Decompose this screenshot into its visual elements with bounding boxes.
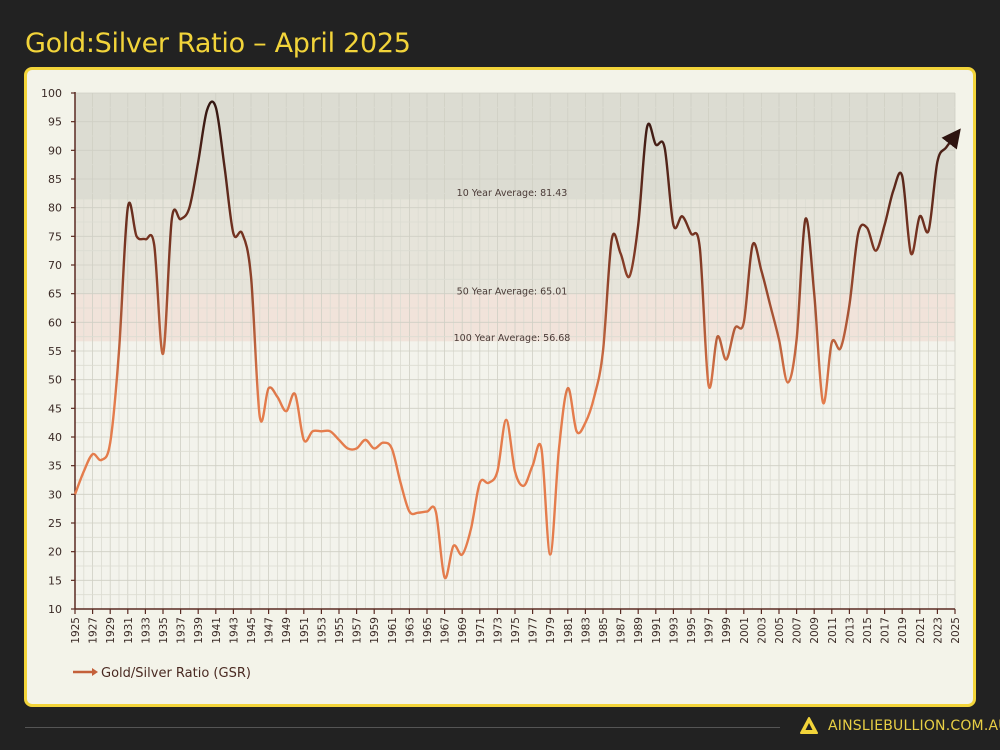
- x-tick-label: 1969: [457, 617, 469, 644]
- x-tick-label: 1963: [404, 617, 416, 644]
- y-tick-label: 70: [48, 259, 62, 272]
- footer-divider: [25, 727, 780, 728]
- y-tick-label: 50: [48, 374, 62, 387]
- x-tick-label: 1997: [704, 617, 716, 644]
- x-tick-label: 1953: [316, 617, 328, 644]
- x-tick-label: 1935: [158, 617, 170, 644]
- x-tick-label: 1979: [545, 617, 557, 644]
- y-tick-label: 15: [48, 574, 62, 587]
- x-tick-label: 2011: [827, 617, 839, 644]
- x-tick-label: 1985: [598, 617, 610, 644]
- x-tick-label: 1989: [633, 617, 645, 644]
- y-tick-label: 30: [48, 488, 62, 501]
- x-tick-label: 1975: [510, 617, 522, 644]
- x-tick-label: 1947: [264, 617, 276, 644]
- x-tick-label: 1949: [281, 617, 293, 644]
- x-tick-label: 2007: [792, 617, 804, 644]
- x-tick-label: 1925: [70, 617, 82, 644]
- y-tick-label: 25: [48, 517, 62, 530]
- x-tick-label: 2003: [756, 617, 768, 644]
- x-tick-label: 2013: [844, 617, 856, 644]
- x-tick-label: 1927: [88, 617, 100, 644]
- y-tick-label: 60: [48, 316, 62, 329]
- average-label: 100 Year Average: 56.68: [454, 333, 571, 344]
- y-tick-label: 75: [48, 230, 62, 243]
- x-tick-label: 1931: [123, 617, 135, 644]
- x-tick-label: 1993: [668, 617, 680, 644]
- x-tick-label: 2025: [950, 617, 962, 644]
- y-tick-label: 35: [48, 460, 62, 473]
- x-tick-label: 1983: [580, 617, 592, 644]
- x-tick-label: 1973: [492, 617, 504, 644]
- x-tick-label: 1945: [246, 617, 258, 644]
- x-tick-label: 2001: [739, 617, 751, 644]
- x-tick-label: 1951: [299, 617, 311, 644]
- x-tick-label: 1941: [211, 617, 223, 644]
- y-tick-label: 55: [48, 345, 62, 358]
- x-tick-label: 1937: [176, 617, 188, 644]
- x-tick-label: 1957: [352, 617, 364, 644]
- x-tick-label: 1999: [721, 617, 733, 644]
- x-tick-label: 2023: [932, 617, 944, 644]
- x-tick-label: 2005: [774, 617, 786, 644]
- x-tick-label: 2019: [897, 617, 909, 644]
- y-tick-label: 20: [48, 546, 62, 559]
- x-tick-label: 1967: [440, 617, 452, 644]
- x-tick-label: 1933: [140, 617, 152, 644]
- x-tick-label: 1991: [651, 617, 663, 644]
- y-tick-label: 40: [48, 431, 62, 444]
- x-tick-label: 2015: [862, 617, 874, 644]
- y-tick-label: 10: [48, 603, 62, 616]
- brand-url: AINSLIEBULLION.COM.AU: [828, 718, 1000, 734]
- x-tick-label: 2009: [809, 617, 821, 644]
- x-tick-label: 1961: [387, 617, 399, 644]
- x-tick-label: 1965: [422, 617, 434, 644]
- page-title: Gold:Silver Ratio – April 2025: [25, 28, 411, 59]
- x-tick-label: 2017: [880, 617, 892, 644]
- y-tick-label: 85: [48, 173, 62, 186]
- legend-label: Gold/Silver Ratio (GSR): [101, 666, 251, 681]
- x-tick-label: 1955: [334, 617, 346, 644]
- y-tick-label: 80: [48, 202, 62, 215]
- x-tick-label: 1995: [686, 617, 698, 644]
- average-label: 10 Year Average: 81.43: [457, 188, 568, 199]
- brand[interactable]: AINSLIEBULLION.COM.AU: [800, 717, 1000, 735]
- y-tick-label: 100: [41, 87, 62, 100]
- x-tick-label: 1939: [193, 617, 205, 644]
- y-tick-label: 65: [48, 288, 62, 301]
- x-tick-label: 1971: [475, 617, 487, 644]
- x-tick-label: 2021: [915, 617, 927, 644]
- x-tick-label: 1959: [369, 617, 381, 644]
- gsr-series-line: [73, 100, 961, 580]
- x-tick-label: 1943: [228, 617, 240, 644]
- legend: Gold/Silver Ratio (GSR): [73, 666, 251, 681]
- average-label: 50 Year Average: 65.01: [457, 287, 568, 298]
- ainslie-logo-icon: [800, 717, 818, 734]
- x-tick-label: 1987: [616, 617, 628, 644]
- y-tick-label: 95: [48, 116, 62, 129]
- legend-arrowhead-icon: [92, 668, 98, 676]
- x-tick-label: 1981: [563, 617, 575, 644]
- y-tick-label: 90: [48, 144, 62, 157]
- x-tick-label: 1977: [528, 617, 540, 644]
- x-tick-label: 1929: [105, 617, 117, 644]
- y-tick-label: 45: [48, 402, 62, 415]
